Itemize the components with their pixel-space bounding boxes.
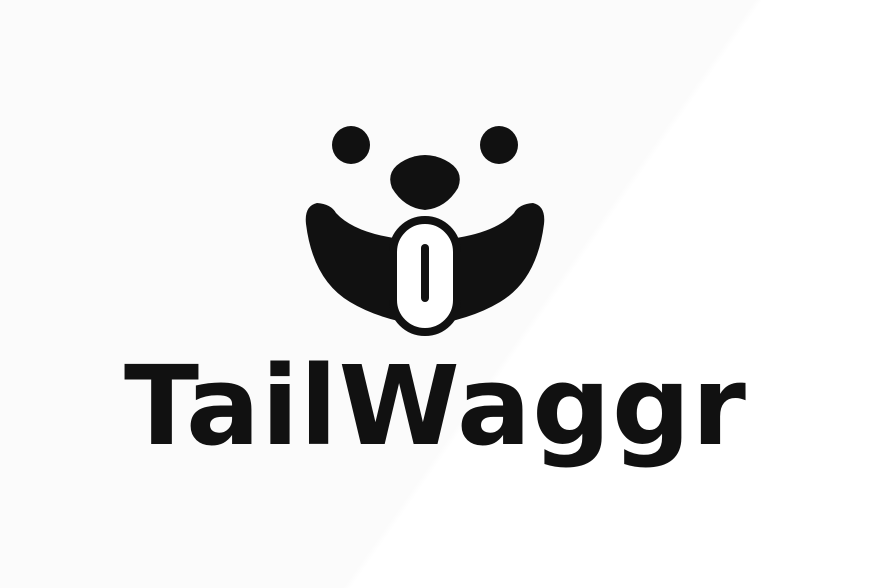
right-eye-icon (480, 126, 518, 164)
brand-name: TailWaggr (124, 342, 747, 470)
left-eye-icon (332, 126, 370, 164)
nose-icon (390, 155, 460, 210)
